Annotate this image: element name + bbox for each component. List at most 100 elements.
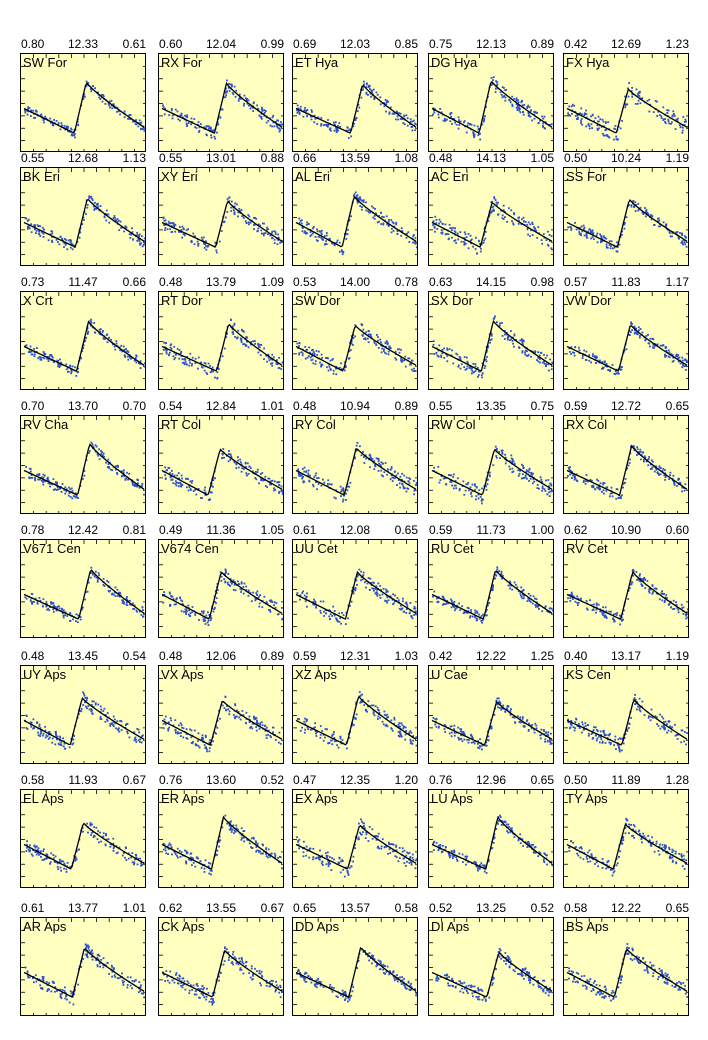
- data-point: [342, 487, 344, 490]
- data-point: [547, 363, 550, 366]
- data-point: [374, 464, 377, 466]
- data-point: [61, 608, 63, 610]
- data-point: [401, 359, 403, 361]
- data-point: [590, 231, 593, 234]
- data-point: [267, 233, 269, 235]
- data-point: [407, 357, 410, 360]
- data-point: [443, 597, 445, 600]
- data-point: [30, 353, 33, 356]
- data-point: [362, 451, 364, 453]
- data-point: [210, 491, 213, 494]
- data-point: [218, 368, 220, 370]
- data-point: [202, 618, 205, 621]
- data-point: [448, 348, 451, 350]
- data-point: [121, 350, 124, 353]
- data-point: [464, 368, 467, 371]
- data-point: [77, 371, 79, 373]
- data-point: [187, 122, 190, 124]
- data-point: [671, 114, 674, 117]
- data-point: [214, 137, 217, 140]
- data-point: [203, 369, 206, 372]
- data-point: [488, 214, 491, 216]
- data-point: [168, 591, 171, 594]
- data-point: [262, 232, 265, 235]
- data-point: [196, 240, 199, 243]
- data-point: [652, 338, 655, 341]
- data-point: [568, 105, 571, 108]
- data-point: [432, 340, 435, 342]
- data-point: [208, 614, 211, 616]
- data-point: [471, 369, 473, 372]
- data-point: [518, 347, 521, 349]
- data-point: [135, 119, 137, 121]
- data-point: [185, 611, 187, 614]
- data-point: [637, 92, 639, 95]
- data-point: [335, 365, 338, 368]
- data-point: [327, 119, 329, 121]
- period-label: 1.01: [260, 399, 284, 413]
- data-point: [511, 220, 513, 223]
- data-point: [244, 97, 247, 100]
- data-point: [599, 487, 601, 490]
- data-point: [190, 123, 192, 126]
- data-point: [592, 238, 595, 240]
- data-point: [168, 467, 171, 469]
- data-point: [373, 96, 376, 99]
- data-point: [30, 476, 32, 479]
- data-point: [681, 366, 684, 369]
- data-point: [119, 349, 122, 352]
- data-point: [627, 87, 629, 90]
- data-point: [201, 238, 204, 241]
- data-point: [86, 590, 89, 593]
- data-point: [634, 210, 637, 212]
- data-point: [302, 590, 304, 593]
- data-point: [407, 488, 410, 490]
- data-point: [360, 199, 363, 202]
- data-point: [447, 602, 450, 605]
- data-point: [185, 115, 188, 118]
- data-point: [400, 348, 402, 351]
- data-point: [517, 474, 520, 477]
- period-label: 0.85: [394, 37, 418, 51]
- data-point: [209, 365, 211, 367]
- data-point: [473, 483, 476, 486]
- data-point: [644, 215, 647, 218]
- data-point: [527, 353, 530, 356]
- data-point: [474, 616, 476, 618]
- data-point: [181, 225, 184, 228]
- data-point: [48, 482, 51, 485]
- data-point: [367, 333, 370, 336]
- data-point: [163, 591, 165, 593]
- data-point: [115, 340, 118, 343]
- data-point: [571, 103, 574, 106]
- data-point: [28, 476, 30, 479]
- data-point: [532, 478, 535, 480]
- data-point: [252, 591, 254, 594]
- data-point: [568, 467, 570, 470]
- data-point: [588, 127, 591, 130]
- light-curve-svg: [159, 540, 283, 637]
- data-point: [247, 221, 250, 224]
- data-point: [662, 119, 665, 121]
- data-point: [504, 453, 506, 456]
- data-point: [347, 485, 349, 488]
- data-point: [264, 485, 267, 487]
- data-point: [375, 91, 378, 94]
- star-name-label: RT Col: [161, 417, 201, 432]
- data-point: [631, 329, 634, 331]
- data-point: [138, 486, 141, 489]
- data-point: [162, 217, 165, 220]
- data-point: [212, 129, 215, 132]
- data-point: [412, 370, 415, 372]
- data-point: [367, 577, 370, 579]
- data-point: [189, 352, 192, 355]
- data-point: [500, 570, 503, 573]
- data-point: [175, 484, 178, 487]
- data-point: [393, 113, 396, 115]
- data-point: [138, 235, 140, 237]
- data-point: [70, 371, 73, 373]
- data-point: [585, 109, 587, 112]
- data-point: [201, 610, 203, 613]
- data-point: [248, 104, 250, 107]
- data-point: [599, 359, 601, 362]
